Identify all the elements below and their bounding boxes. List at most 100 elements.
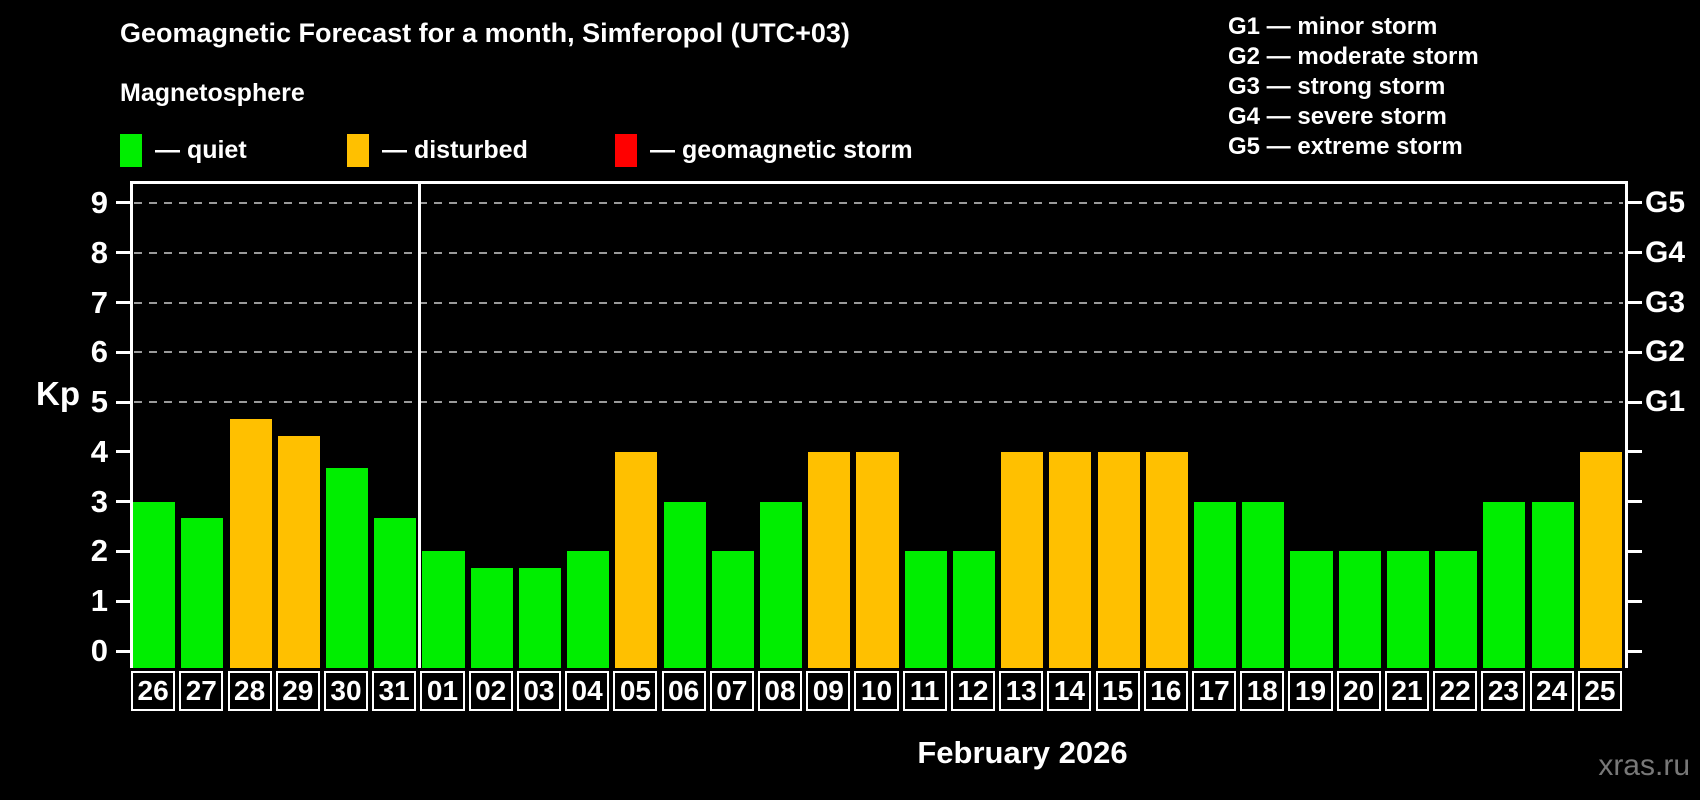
- kp-bar-day-24: [1531, 501, 1574, 668]
- day-label-24: 24: [1529, 671, 1574, 711]
- kp-bar-day-02: [470, 567, 513, 668]
- y-tick-right-0: [1628, 649, 1642, 653]
- day-label-27: 27: [179, 671, 224, 711]
- legend-item-storm: — geomagnetic storm: [615, 132, 913, 168]
- kp-bar-day-31: [374, 518, 417, 668]
- g-legend-row: G4 — severe storm: [1228, 103, 1447, 130]
- day-label-19: 19: [1288, 671, 1333, 711]
- y-tick-left-9: [116, 201, 130, 205]
- y-tick-label-5: 5: [90, 384, 108, 420]
- kp-bar-day-13: [1001, 451, 1044, 668]
- y-tick-right-4: [1628, 450, 1642, 454]
- y-tick-left-2: [116, 549, 130, 553]
- kp-bar-day-27: [181, 518, 224, 668]
- day-label-07: 07: [709, 671, 754, 711]
- y-tick-left-1: [116, 599, 130, 603]
- y-tick-label-1: 1: [90, 583, 108, 619]
- watermark: xras.ru: [1598, 749, 1690, 782]
- day-label-29: 29: [275, 671, 320, 711]
- day-label-01: 01: [420, 671, 465, 711]
- kp-bar-day-15: [1097, 451, 1140, 668]
- day-label-10: 10: [854, 671, 899, 711]
- legend-item-label: — geomagnetic storm: [650, 135, 913, 164]
- y-tick-left-8: [116, 251, 130, 255]
- right-axis-label-g3: G3: [1645, 285, 1686, 319]
- day-label-21: 21: [1384, 671, 1430, 711]
- y-tick-left-3: [116, 500, 130, 504]
- plot-frame-top: [130, 181, 1628, 184]
- right-axis-label-g2: G2: [1645, 335, 1686, 369]
- y-tick-left-4: [116, 450, 130, 454]
- y-tick-right-8: [1628, 251, 1642, 255]
- gridline-kp-7: [134, 301, 1623, 304]
- g-legend-row: G1 — minor storm: [1228, 13, 1438, 40]
- legend-item-quiet: — quiet: [120, 132, 247, 168]
- chart-subtitle: Magnetosphere: [120, 79, 305, 107]
- y-axis-title: Kp: [36, 375, 80, 412]
- kp-bar-day-23: [1483, 501, 1526, 668]
- kp-bar-day-11: [904, 551, 947, 668]
- right-axis-label-g1: G1: [1645, 385, 1686, 419]
- day-label-18: 18: [1240, 671, 1285, 711]
- kp-bar-day-22: [1435, 551, 1478, 668]
- gridline-kp-5: [134, 401, 1623, 404]
- day-label-11: 11: [902, 671, 947, 711]
- y-tick-right-3: [1628, 500, 1642, 504]
- kp-bar-day-25: [1579, 451, 1622, 668]
- y-tick-left-6: [116, 350, 130, 354]
- day-label-23: 23: [1481, 671, 1526, 711]
- y-tick-right-6: [1628, 350, 1642, 354]
- kp-bar-day-10: [856, 451, 899, 668]
- gridline-kp-6: [134, 351, 1623, 354]
- y-tick-label-6: 6: [90, 334, 108, 370]
- kp-bar-day-29: [277, 435, 320, 668]
- day-label-14: 14: [1047, 671, 1092, 711]
- day-label-20: 20: [1336, 671, 1381, 711]
- plot-frame-left: [130, 183, 133, 668]
- legend-item-disturbed: — disturbed: [347, 132, 528, 168]
- y-tick-right-7: [1628, 301, 1642, 305]
- day-label-13: 13: [999, 671, 1044, 711]
- day-label-05: 05: [613, 671, 658, 711]
- y-tick-right-5: [1628, 400, 1642, 404]
- day-label-09: 09: [806, 671, 851, 711]
- day-label-08: 08: [757, 671, 803, 711]
- y-tick-label-2: 2: [90, 533, 108, 569]
- day-label-30: 30: [323, 671, 369, 711]
- x-axis-title: February 2026: [917, 735, 1128, 770]
- g-legend-row: G3 — strong storm: [1228, 73, 1446, 100]
- kp-bar-day-19: [1290, 551, 1333, 668]
- kp-bar-day-30: [325, 468, 369, 668]
- day-label-26: 26: [131, 671, 176, 711]
- legend-item-label: — quiet: [155, 135, 247, 164]
- day-label-25: 25: [1577, 671, 1622, 711]
- kp-bar-day-01: [422, 551, 465, 668]
- y-tick-label-3: 3: [90, 483, 108, 519]
- day-label-03: 03: [516, 671, 561, 711]
- kp-bar-day-06: [663, 501, 706, 668]
- kp-bar-day-16: [1145, 451, 1188, 668]
- kp-bar-day-14: [1049, 451, 1092, 668]
- month-separator-line: [417, 183, 421, 668]
- chart-title: Geomagnetic Forecast for a month, Simfer…: [120, 18, 850, 48]
- y-tick-label-8: 8: [90, 234, 108, 270]
- gridline-kp-9: [134, 201, 1623, 204]
- legend-item-label: — disturbed: [382, 135, 528, 164]
- kp-bar-day-17: [1194, 501, 1237, 668]
- right-axis-label-g5: G5: [1645, 185, 1686, 219]
- right-axis-label-g4: G4: [1645, 235, 1686, 269]
- y-tick-right-2: [1628, 549, 1642, 553]
- day-label-04: 04: [565, 671, 610, 711]
- day-label-12: 12: [950, 671, 995, 711]
- y-tick-left-0: [116, 649, 130, 653]
- y-tick-label-9: 9: [90, 184, 108, 220]
- day-label-15: 15: [1095, 671, 1140, 711]
- y-tick-label-7: 7: [90, 284, 108, 320]
- kp-bar-day-20: [1338, 551, 1381, 668]
- y-tick-label-0: 0: [90, 633, 108, 668]
- g-legend-row: G5 — extreme storm: [1228, 133, 1463, 160]
- kp-bar-day-21: [1386, 551, 1430, 668]
- kp-bar-day-03: [518, 567, 561, 668]
- g-scale-legend: G1 — minor storm G2 — moderate storm G3 — …: [1228, 12, 1479, 162]
